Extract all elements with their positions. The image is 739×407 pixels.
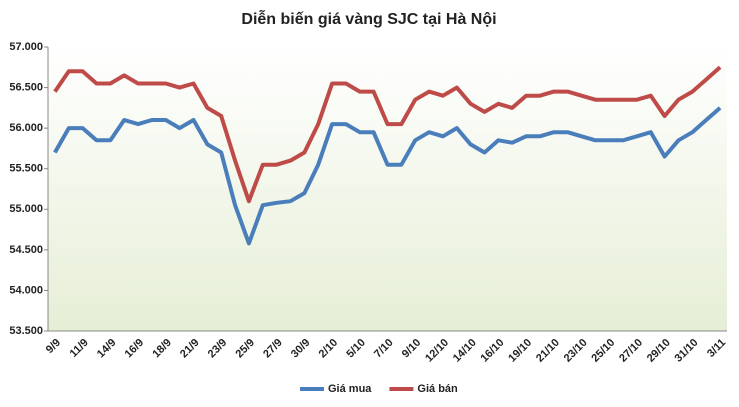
legend-label: Giá bán (417, 383, 458, 395)
x-tick-label: 12/10 (423, 337, 451, 365)
x-tick-label: 27/10 (617, 337, 645, 365)
y-tick-label: 54.000 (9, 284, 43, 296)
x-tick-label: 3/11 (705, 337, 728, 360)
x-tick-label: 2/10 (317, 337, 341, 361)
y-tick-label: 55.000 (9, 203, 43, 215)
line-series (53, 65, 722, 204)
y-tick-label: 56.500 (9, 81, 43, 93)
x-tick-label: 5/10 (344, 337, 368, 361)
x-tick-label: 25/10 (589, 337, 617, 365)
x-tick-label: 19/10 (506, 337, 534, 365)
x-tick-label: 14/9 (95, 337, 119, 361)
y-tick-label: 57.000 (9, 41, 43, 53)
line-series (53, 106, 722, 246)
chart-title: Diễn biến giá vàng SJC tại Hà Nội (241, 9, 496, 28)
legend-label: Giá mua (328, 383, 372, 395)
x-tick-label: 31/10 (673, 337, 701, 365)
x-tick-label: 21/9 (178, 337, 202, 361)
y-tick-label: 56.000 (9, 122, 43, 134)
x-tick-label: 9/9 (44, 337, 63, 356)
x-tick-label: 30/9 (289, 337, 313, 361)
x-tick-label: 9/10 (400, 337, 424, 361)
x-tick-label: 11/9 (68, 337, 91, 360)
y-tick-label: 55.500 (9, 163, 43, 175)
x-tick-label: 14/10 (451, 337, 479, 365)
y-tick-label: 53.500 (9, 325, 43, 337)
x-tick-label: 25/9 (233, 337, 257, 361)
x-tick-label: 21/10 (534, 337, 562, 365)
x-tick-label: 27/9 (261, 337, 285, 361)
x-tick-label: 16/9 (123, 337, 147, 361)
x-tick-label: 7/10 (372, 337, 396, 361)
plot-area (48, 47, 727, 331)
x-tick-label: 23/9 (206, 337, 230, 361)
x-tick-label: 16/10 (479, 337, 507, 365)
x-tick-label: 29/10 (645, 337, 673, 365)
x-tick-label: 23/10 (562, 337, 590, 365)
y-tick-label: 54.500 (9, 244, 43, 256)
x-tick-label: 18/9 (150, 337, 174, 361)
